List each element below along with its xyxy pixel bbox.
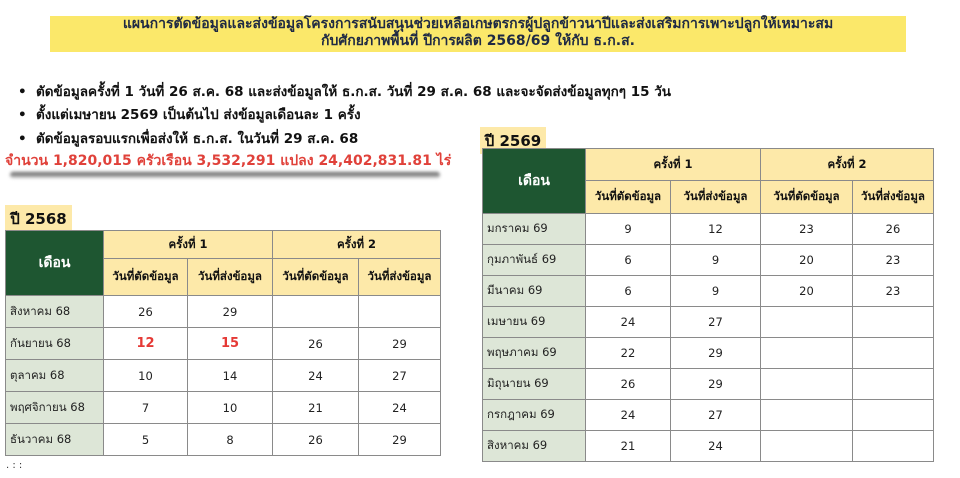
date-cell: 6 <box>585 244 671 276</box>
date-cell: 27 <box>670 306 761 338</box>
date-cell: 24 <box>585 306 671 338</box>
date-cell: 24 <box>358 391 441 424</box>
date-cell: 24 <box>585 399 671 431</box>
date-cell: 8 <box>187 423 273 456</box>
date-cell <box>760 430 853 462</box>
date-cell: 26 <box>852 213 934 245</box>
date-cell: 10 <box>103 359 188 392</box>
date-cell: 23 <box>760 213 853 245</box>
date-cell: 26 <box>103 295 188 328</box>
date-cell: 29 <box>358 327 441 360</box>
date-cell <box>272 295 359 328</box>
sub-header: วันที่ตัดข้อมูล <box>760 180 853 214</box>
month-cell: สิงหาคม 69 <box>482 430 586 462</box>
title-line: แผนการตัดข้อมูลและส่งข้อมูลโครงการสนับสน… <box>122 16 834 32</box>
month-cell: กรกฎาคม 69 <box>482 399 586 431</box>
month-cell: กันยายน 68 <box>5 327 104 360</box>
sub-header: วันที่ตัดข้อมูล <box>272 258 359 296</box>
date-cell: 15 <box>187 327 273 360</box>
date-cell <box>852 368 934 400</box>
sub-header: วันที่ตัดข้อมูล <box>103 258 188 296</box>
date-cell: 26 <box>585 368 671 400</box>
date-cell: 26 <box>272 327 359 360</box>
round-header: ครั้งที่ 1 <box>585 148 761 181</box>
date-cell: 29 <box>358 423 441 456</box>
month-cell: พฤศจิกายน 68 <box>5 391 104 424</box>
date-cell: 10 <box>187 391 273 424</box>
date-cell: 5 <box>103 423 188 456</box>
date-cell: 29 <box>670 337 761 369</box>
date-cell <box>852 430 934 462</box>
month-header: เดือน <box>482 148 586 214</box>
date-cell: 23 <box>852 244 934 276</box>
month-cell: มกราคม 69 <box>482 213 586 245</box>
date-cell: 26 <box>272 423 359 456</box>
sub-header: วันที่ส่งข้อมูล <box>670 180 761 214</box>
date-cell <box>760 337 853 369</box>
date-cell: 24 <box>670 430 761 462</box>
sub-header: วันที่ส่งข้อมูล <box>358 258 441 296</box>
round-header: ครั้งที่ 1 <box>103 230 273 259</box>
date-cell: 27 <box>670 399 761 431</box>
date-cell: 23 <box>852 275 934 307</box>
table-label: ปี 2568 <box>5 205 72 232</box>
date-cell: 22 <box>585 337 671 369</box>
date-cell: 9 <box>585 213 671 245</box>
date-cell: 12 <box>670 213 761 245</box>
round-header: ครั้งที่ 2 <box>760 148 934 181</box>
bullet: ตัดข้อมูลครั้งที่ 1 วันที่ 26 ส.ค. 68 แล… <box>18 80 671 102</box>
date-cell <box>760 306 853 338</box>
sub-header: วันที่ตัดข้อมูล <box>585 180 671 214</box>
title-box: แผนการตัดข้อมูลและส่งข้อมูลโครงการสนับสน… <box>50 16 906 52</box>
bullet: ตั้งแต่เมษายน 2569 เป็นต้นไป ส่งข้อมูลเด… <box>18 103 361 125</box>
date-cell: 29 <box>187 295 273 328</box>
date-cell: 12 <box>103 327 188 360</box>
month-cell: พฤษภาคม 69 <box>482 337 586 369</box>
bullet: ตัดข้อมูลรอบแรกเพื่อส่งให้ ธ.ก.ส. ในวันท… <box>18 127 358 149</box>
date-cell: 24 <box>272 359 359 392</box>
month-cell: สิงหาคม 68 <box>5 295 104 328</box>
date-cell: 6 <box>585 275 671 307</box>
date-cell: 21 <box>272 391 359 424</box>
summary: จำนวน 1,820,015 ครัวเรือน 3,532,291 แปลง… <box>5 153 452 169</box>
month-cell: มีนาคม 69 <box>482 275 586 307</box>
month-cell: กุมภาพันธ์ 69 <box>482 244 586 276</box>
date-cell: 21 <box>585 430 671 462</box>
date-cell: 27 <box>358 359 441 392</box>
month-cell: เมษายน 69 <box>482 306 586 338</box>
date-cell: 29 <box>670 368 761 400</box>
date-cell: 20 <box>760 244 853 276</box>
date-cell: 9 <box>670 244 761 276</box>
month-cell: มิถุนายน 69 <box>482 368 586 400</box>
sub-header: วันที่ส่งข้อมูล <box>187 258 273 296</box>
date-cell <box>852 306 934 338</box>
title-line: กับศักยภาพพื้นที่ ปีการผลิต 2568/69 ให้ก… <box>321 33 635 49</box>
date-cell <box>760 399 853 431</box>
date-cell <box>852 399 934 431</box>
date-cell: 7 <box>103 391 188 424</box>
month-cell: ตุลาคม 68 <box>5 359 104 392</box>
date-cell: 20 <box>760 275 853 307</box>
date-cell <box>760 368 853 400</box>
sub-header: วันที่ส่งข้อมูล <box>852 180 934 214</box>
date-cell <box>358 295 441 328</box>
shadow-line <box>10 172 440 178</box>
footer-mark: . : : <box>6 460 23 471</box>
date-cell: 14 <box>187 359 273 392</box>
round-header: ครั้งที่ 2 <box>272 230 441 259</box>
month-header: เดือน <box>5 230 104 296</box>
date-cell: 9 <box>670 275 761 307</box>
month-cell: ธันวาคม 68 <box>5 423 104 456</box>
date-cell <box>852 337 934 369</box>
